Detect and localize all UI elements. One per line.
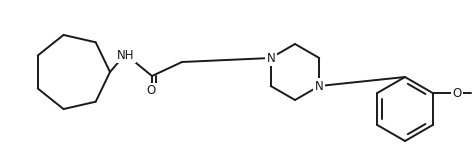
Text: O: O (146, 84, 156, 97)
Text: N: N (315, 79, 324, 93)
Text: NH: NH (117, 48, 135, 61)
Text: N: N (266, 51, 275, 64)
Text: O: O (453, 87, 462, 100)
